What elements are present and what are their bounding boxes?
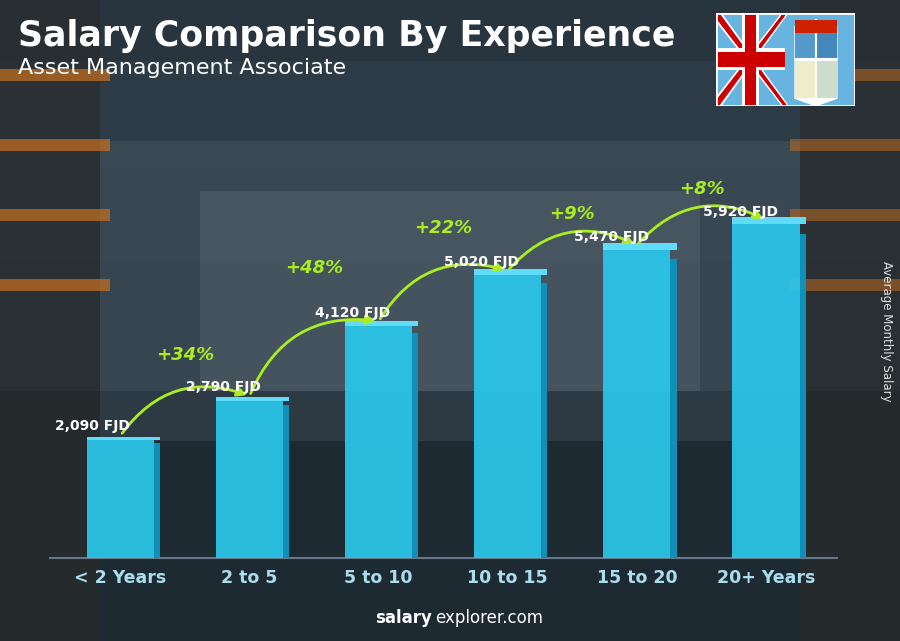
Text: 4,120 FJD: 4,120 FJD [315,306,391,320]
Bar [0,139,110,151]
Bar [100,141,800,441]
Bar [603,243,677,249]
Bar [733,217,806,224]
Text: 2,090 FJD: 2,090 FJD [55,419,130,433]
Text: 5,020 FJD: 5,020 FJD [445,255,519,269]
Text: +34%: +34% [156,347,214,365]
Bar [87,437,160,440]
Text: Salary Comparison By Experience: Salary Comparison By Experience [18,19,675,53]
Bar [200,191,700,391]
Text: Average Monthly Salary: Average Monthly Salary [880,261,893,401]
Text: 2,790 FJD: 2,790 FJD [186,379,261,394]
Bar [474,269,547,275]
Text: 5,920 FJD: 5,920 FJD [703,204,778,219]
Bar [603,249,670,558]
Text: +9%: +9% [550,204,595,222]
Text: +22%: +22% [414,219,472,237]
Bar [0,161,900,261]
Text: 5,470 FJD: 5,470 FJD [573,230,649,244]
Bar [216,397,289,401]
Bar [716,48,785,71]
Bar [742,13,759,106]
Bar [799,234,806,558]
Bar [790,69,900,81]
Bar [795,61,815,98]
Bar [0,61,900,161]
Bar [795,21,837,33]
Bar [87,440,154,558]
Text: explorer.com: explorer.com [435,609,543,627]
Bar [0,279,110,291]
Bar [790,139,900,151]
Bar [542,283,547,558]
Text: Asset Management Associate: Asset Management Associate [18,58,346,78]
Bar [670,259,677,558]
Bar [0,391,900,641]
Bar [345,320,418,326]
Bar [284,405,289,558]
Bar [716,52,785,67]
Bar [154,444,160,558]
Bar [733,224,799,558]
Bar [216,401,284,558]
Bar [0,209,110,221]
Text: salary: salary [375,609,432,627]
Bar [790,209,900,221]
Bar [0,0,100,641]
Bar [790,279,900,291]
Bar [0,0,900,61]
Bar [0,261,900,391]
Bar [816,61,837,98]
Bar [745,13,756,106]
Text: +8%: +8% [679,180,725,198]
Bar [474,275,542,558]
Polygon shape [795,21,837,106]
Bar [816,24,837,60]
Bar [345,326,412,558]
Bar [0,69,110,81]
Bar [795,24,815,60]
Text: +48%: +48% [285,258,343,276]
Bar [800,0,900,641]
Bar [412,333,418,558]
Bar [795,24,837,60]
